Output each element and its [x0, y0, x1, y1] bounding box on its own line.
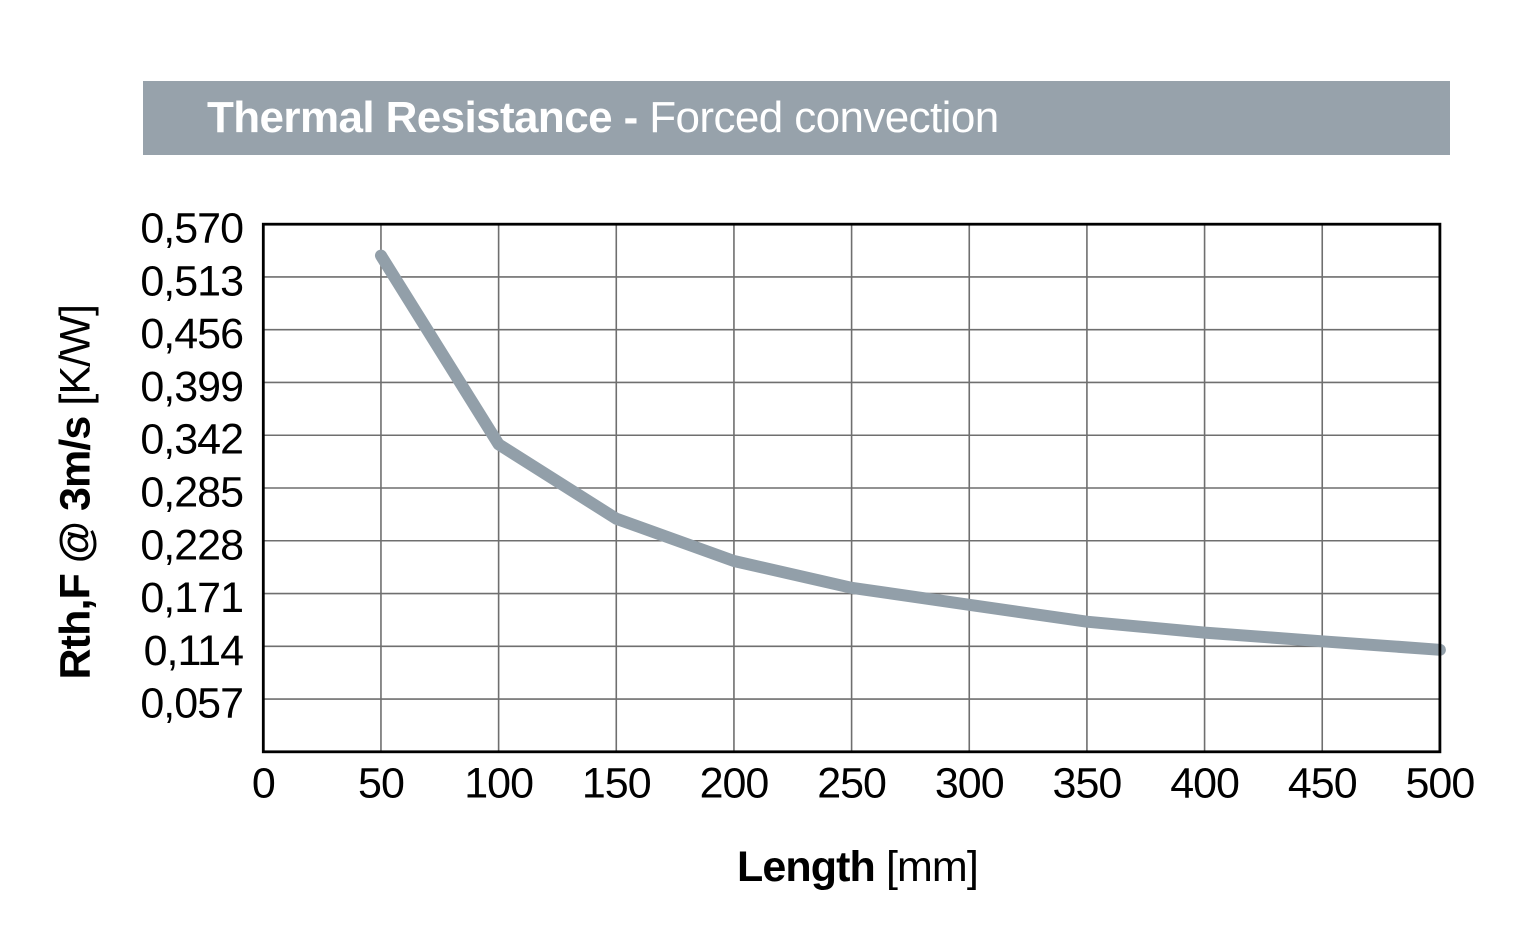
svg-text:Length [mm]: Length [mm]: [737, 843, 978, 891]
svg-text:50: 50: [358, 760, 404, 808]
svg-text:0,570: 0,570: [140, 205, 243, 253]
svg-text:0,228: 0,228: [140, 521, 243, 569]
svg-text:300: 300: [935, 760, 1004, 808]
svg-text:0,399: 0,399: [140, 363, 243, 411]
svg-text:400: 400: [1170, 760, 1239, 808]
svg-text:100: 100: [464, 760, 533, 808]
svg-text:0,114: 0,114: [144, 627, 243, 675]
svg-text:0,342: 0,342: [140, 416, 243, 464]
svg-text:150: 150: [582, 760, 651, 808]
svg-text:500: 500: [1406, 760, 1475, 808]
svg-text:0,171: 0,171: [140, 574, 243, 622]
svg-text:0,285: 0,285: [140, 469, 243, 517]
svg-text:0,057: 0,057: [140, 680, 243, 728]
svg-text:0,456: 0,456: [140, 310, 243, 358]
svg-text:450: 450: [1288, 760, 1357, 808]
svg-text:200: 200: [700, 760, 769, 808]
svg-text:250: 250: [817, 760, 886, 808]
svg-text:0: 0: [252, 760, 275, 808]
svg-text:350: 350: [1053, 760, 1122, 808]
svg-text:Rth,F @ 3m/s [K/W]: Rth,F @ 3m/s [K/W]: [52, 305, 100, 680]
svg-text:0,513: 0,513: [140, 258, 243, 306]
